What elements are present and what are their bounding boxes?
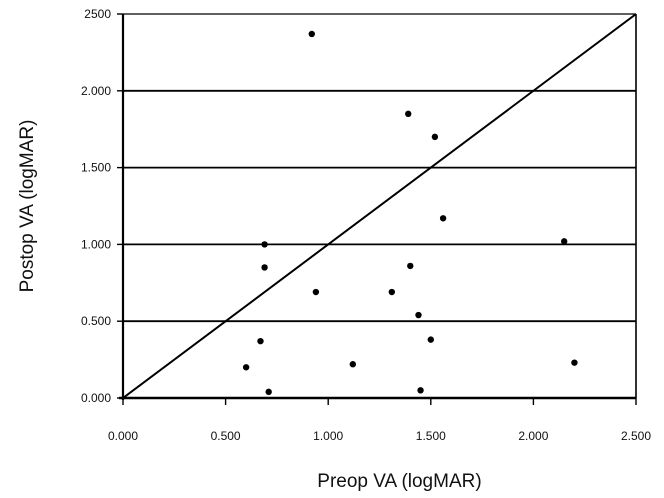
data-points	[242, 30, 578, 396]
x-tick-label: 2.000	[518, 429, 548, 443]
grid-lines	[123, 89, 636, 323]
data-point	[242, 364, 250, 371]
y-tick-label: 2500	[84, 7, 111, 21]
data-point	[388, 288, 396, 296]
data-point	[560, 238, 568, 245]
x-tick-label: 0.000	[108, 429, 138, 443]
x-tick-label: 2.500	[621, 429, 651, 443]
data-point	[261, 241, 268, 248]
data-point	[431, 133, 439, 141]
y-ticks: 0.000 0.500 1.000 1.500 2.000 2500	[81, 7, 123, 405]
x-axis-label: Preop VA (logMAR)	[317, 471, 481, 492]
identity-line	[122, 13, 637, 399]
y-axis-label: Postop VA (logMAR)	[17, 120, 38, 293]
data-point	[571, 359, 578, 366]
data-point	[405, 110, 412, 118]
data-point	[407, 262, 414, 270]
y-tick-label: 2.000	[81, 84, 111, 98]
data-point	[308, 30, 315, 38]
data-point	[349, 361, 357, 368]
data-point	[257, 337, 264, 345]
y-tick-label: 0.500	[81, 314, 111, 328]
x-tick-label: 0.500	[211, 429, 241, 443]
y-tick-label: 1.000	[81, 237, 111, 251]
data-point	[261, 264, 268, 271]
data-point	[427, 336, 434, 343]
data-point	[415, 311, 422, 319]
data-point	[265, 388, 272, 396]
y-tick-label: 0.000	[81, 391, 111, 405]
data-point	[312, 288, 320, 296]
x-ticks: 0.000 0.500 1.000 1.500 2.000 2.500	[108, 398, 651, 443]
y-tick-label: 1.500	[81, 161, 111, 175]
x-tick-label: 1.500	[416, 429, 446, 443]
x-tick-label: 1.000	[313, 429, 343, 443]
data-point	[417, 387, 424, 394]
data-point	[439, 215, 447, 222]
